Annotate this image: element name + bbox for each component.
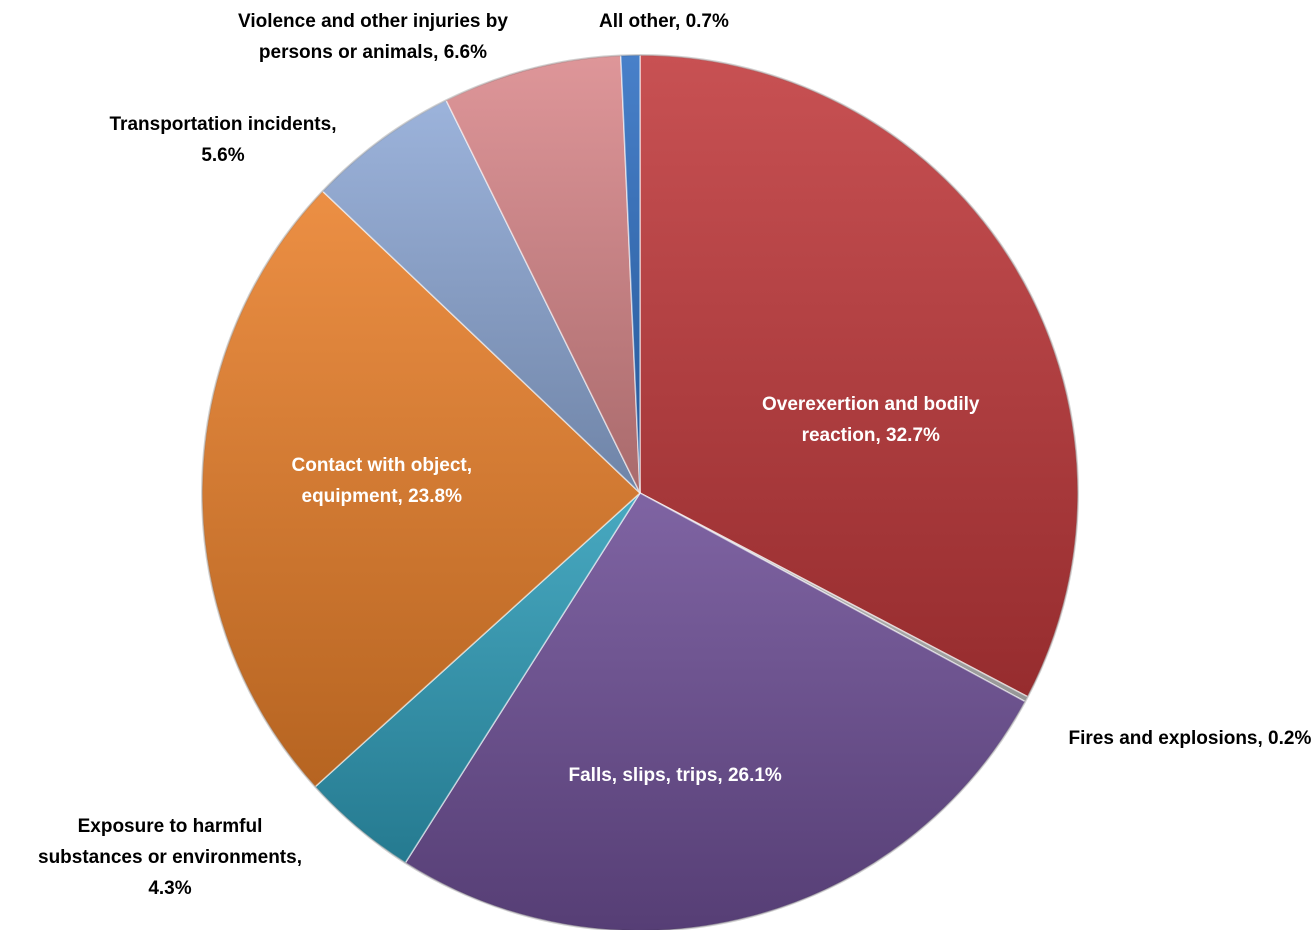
pie-slice-4: [201, 190, 642, 788]
slice-label-1: Fires and explosions, 0.2%: [1068, 727, 1312, 749]
slice-label-0: Overexertion and bodily reaction, 32.7%: [762, 394, 980, 446]
pie-slice-7: [619, 54, 641, 494]
pie-slices: [201, 54, 1079, 930]
slice-label-3: Exposure to harmful substances or enviro…: [38, 815, 302, 899]
pie-outline: [201, 54, 1079, 930]
slice-label-2: Falls, slips, trips, 26.1%: [568, 764, 782, 786]
slice-label-5: Transportation incidents, 5.6%: [109, 114, 337, 166]
slice-label-7: All other, 0.7%: [599, 10, 729, 32]
pie-slice-6: [445, 54, 641, 494]
slice-label-6: Violence and other injuries by persons o…: [238, 11, 508, 63]
pie-slice-2: [404, 492, 1027, 930]
slice-label-4: Contact with object, equipment, 23.8%: [291, 455, 473, 507]
pie-slice-5: [321, 99, 641, 494]
pie-slice-0: [639, 54, 1079, 698]
